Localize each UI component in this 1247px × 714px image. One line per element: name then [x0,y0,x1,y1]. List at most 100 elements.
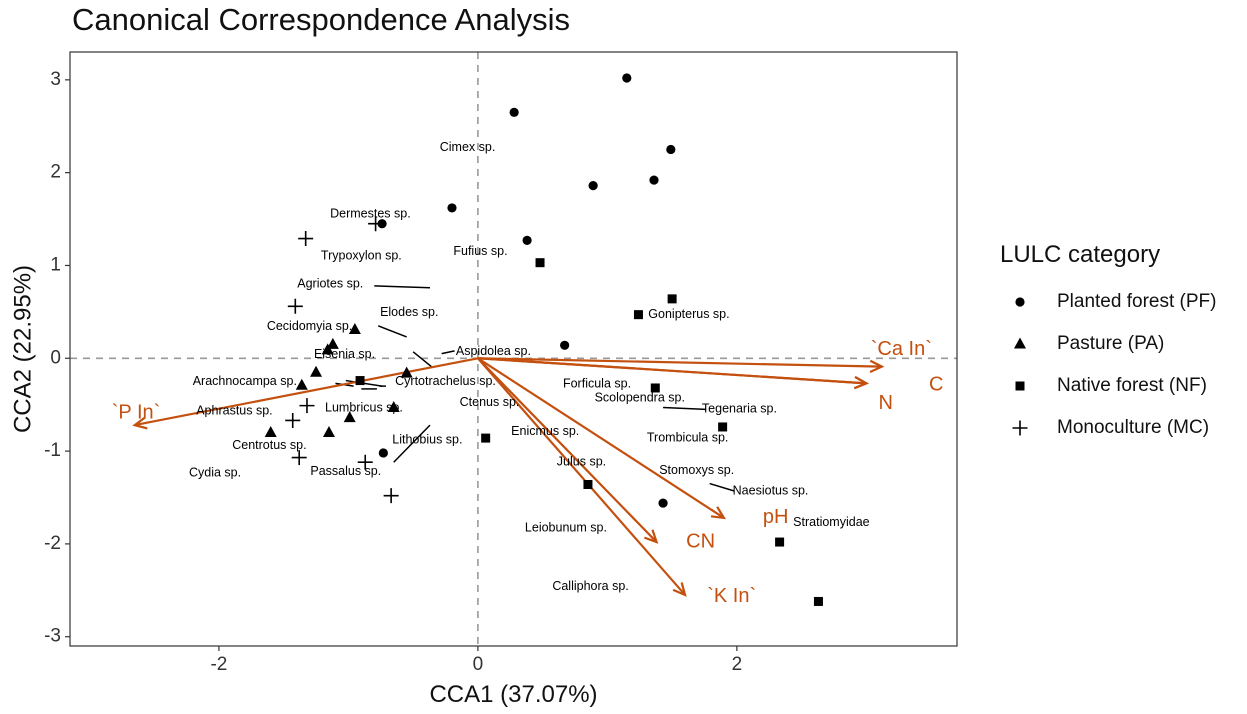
y-tick-label: 1 [50,254,61,275]
species-label: Ctenus sp. [460,395,520,409]
leader-line [441,350,455,355]
env-vector-arrow [477,357,725,519]
axis-ticks: -2 0 2 3 2 1 0 -1 -2 -3 [44,69,742,675]
species-label: Leiobunum sp. [525,520,607,534]
triangle-point [400,366,413,378]
y-tick-label: 2 [50,162,61,183]
env-vector-arrowhead [853,375,869,390]
circle-point [447,203,457,213]
env-vector-label: pH [763,506,789,528]
species-label: Stomoxys sp. [659,463,734,477]
square-point [535,258,545,268]
species-label: Cimex sp. [440,140,496,154]
plus-point [285,412,301,428]
species-label: Trypoxylon sp. [321,248,402,262]
plus-point [299,398,315,414]
env-vector-arrowhead [672,582,687,597]
plus-point [383,488,399,504]
species-label: Cydia sp. [189,466,241,480]
species-label: Eisenia sp. [314,347,375,361]
triangle-point [326,337,339,349]
circle-point [560,340,570,350]
species-label: Calliphora sp. [552,579,628,593]
species-label: Dermestes sp. [330,207,411,221]
triangle-point [387,400,400,412]
species-label: Gonipterus sp. [648,307,729,321]
plus-point [287,298,303,314]
square-point [718,422,728,432]
env-vector-arrowhead [869,359,885,374]
species-labels: Cimex sp. Dermestes sp. Fufius sp. Trypoxyl… [189,140,870,593]
triangle-point [348,323,361,335]
legend-key-mc [1012,420,1028,436]
species-label: Arachnocampa sp. [193,374,297,388]
legend-label-mc: Monoculture (MC) [1057,417,1209,438]
y-axis-title: CCA2 (22.95%) [9,265,36,433]
x-tick-label: 2 [732,654,743,675]
circle-point [649,175,659,185]
legend-key-nf [1015,381,1025,391]
x-tick-label: 0 [473,654,484,675]
y-tick-label: 3 [50,69,61,90]
leader-line [377,325,407,338]
env-vector-arrowhead [710,506,727,520]
square-point [813,596,823,606]
square-point [650,383,660,393]
square-point [633,310,643,320]
plus-point [357,454,373,470]
triangle-point [321,343,334,355]
species-label: Julus sp. [557,455,606,469]
env-vector-arrow [477,357,686,596]
legend-title: LULC category [1000,241,1160,268]
chart-title: Canonical Correspondence Analysis [72,2,570,37]
species-label: Tegenaria sp. [702,402,777,416]
env-vector-label: `Ca In` [871,338,932,360]
species-label: Passalus sp. [310,464,381,478]
species-label: Aphrastus sp. [196,403,272,417]
env-vector-arrow [477,357,658,543]
leader-line [393,424,431,463]
square-point [583,480,593,490]
plus-point [298,231,314,247]
env-vector-label: `K In` [707,585,756,607]
env-vector-arrow [477,357,867,385]
species-label: Fufius sp. [453,244,507,258]
env-vector-arrowhead [132,416,148,430]
triangle-point [343,411,356,423]
species-label: Elodes sp. [380,305,438,319]
circle-point [378,448,388,458]
triangle-point [322,426,335,438]
leader-line [374,285,431,289]
species-label: Agriotes sp. [297,276,363,290]
triangle-point [264,426,277,438]
plus-point [368,216,384,232]
y-tick-label: -2 [44,533,61,554]
square-point [775,537,785,547]
species-label: Cecidomyia sp. [267,319,352,333]
y-tick-label: 0 [50,347,61,368]
env-vector-arrow [477,357,882,368]
env-vector-arrowhead [643,529,659,544]
circle-point [588,181,598,191]
species-label: Stratiomyidae [793,515,869,529]
square-point [667,294,677,304]
site-points [264,73,823,606]
y-tick-label: -3 [44,626,61,647]
species-label: Forficula sp. [563,377,631,391]
circle-point [666,144,676,155]
y-tick-label: -1 [44,440,61,461]
leader-line [412,351,434,369]
triangle-point [295,378,308,390]
plus-point [291,450,307,466]
env-vector-label: `P In` [112,401,161,423]
env-vector-label: C [929,373,943,395]
leader-line [709,482,735,492]
env-vector-arrow [134,357,479,427]
species-label: Cyrtotrachelus sp. [395,374,496,388]
species-label: Lumbricus sp. [325,401,403,415]
triangle-point [310,365,323,377]
circle-point [622,73,632,83]
legend-label-pf: Planted forest (PF) [1057,291,1216,312]
